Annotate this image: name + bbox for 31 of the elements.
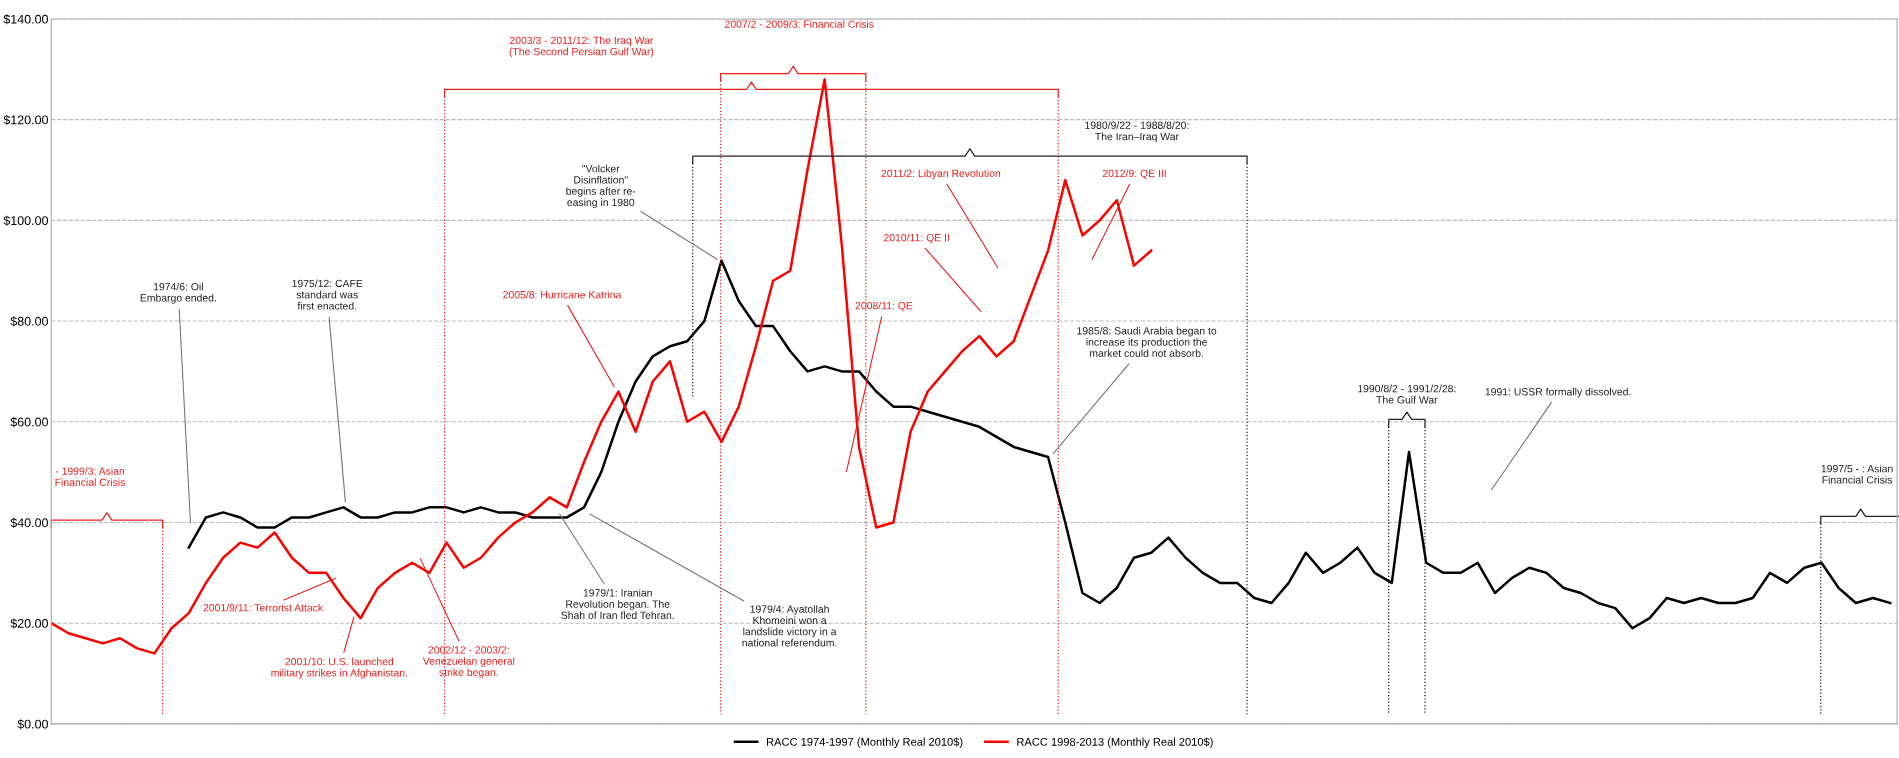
y-tick-label: $60.00 — [10, 417, 49, 428]
annotation: 1991: USSR formally dissolved. — [1485, 387, 1631, 398]
annotation: 1990/8/2 - 1991/2/28: The Gulf War — [1358, 384, 1456, 404]
annotation: 2001/10: U.S. launched military strikes in Afghanistan. — [271, 657, 407, 679]
annotation: 1974/6: Oil Embargo ended. — [140, 282, 216, 304]
y-tick-label: $140.00 — [3, 14, 49, 25]
annotation: 2012/9: QE III — [1102, 169, 1166, 179]
annotation: 2010/11: QE II — [883, 233, 949, 244]
legend-label: RACC 1974-1997 (Monthly Real 2010$) — [766, 737, 963, 748]
annotation: 2011/2: Libyan Revolution — [881, 169, 1001, 180]
annotation: 1997/5 - : Asian Financial Crisis — [1821, 464, 1893, 484]
annotation: 2003/3 - 2011/12: The Iraq War (The Second Persian Gulf War) — [509, 36, 654, 58]
annotation: 2008/11: QE — [855, 301, 913, 312]
annotation: 2005/8: Hurricane Katrina — [503, 290, 622, 299]
y-tick-label: $20.00 — [10, 618, 49, 629]
y-tick-label: $80.00 — [10, 316, 49, 327]
annotation: 1980/9/22 - 1988/8/20: The Iran–Iraq War — [1085, 121, 1189, 143]
legend-label: RACC 1998-2013 (Monthly Real 2010$) — [1017, 737, 1213, 748]
annotation: 1975/12: CAFE standard was first enacted. — [292, 279, 363, 310]
annotation: 1979/4: Ayatollah Khomeini won a landslide victory in a national referendum. — [742, 605, 837, 647]
annotation: 1985/8: Saudi Arabia began to increase its production the market could not absorb. — [1077, 326, 1217, 357]
annotation: 2002/12 - 2003/2: Venezuelan general strike began. — [422, 645, 515, 679]
annotation: 1979/1: Iranian Revolution began. The Shah of Iran fled Tehran. — [561, 588, 674, 619]
annotation: "Volcker Disinflation" begins after re- easing in 1980 — [566, 164, 636, 209]
annotation: - 1999/3: Asian Financial Crisis — [55, 467, 125, 486]
annotation: 2007/2 - 2009/3: Financial Crisis — [725, 20, 874, 28]
y-tick-label: $100.00 — [3, 215, 49, 226]
y-tick-label: $40.00 — [10, 517, 49, 528]
y-tick-label: $0.00 — [17, 719, 49, 730]
annotation: 2001/9/11: Terrorist Attack — [203, 603, 324, 612]
y-tick-label: $120.00 — [3, 114, 49, 126]
